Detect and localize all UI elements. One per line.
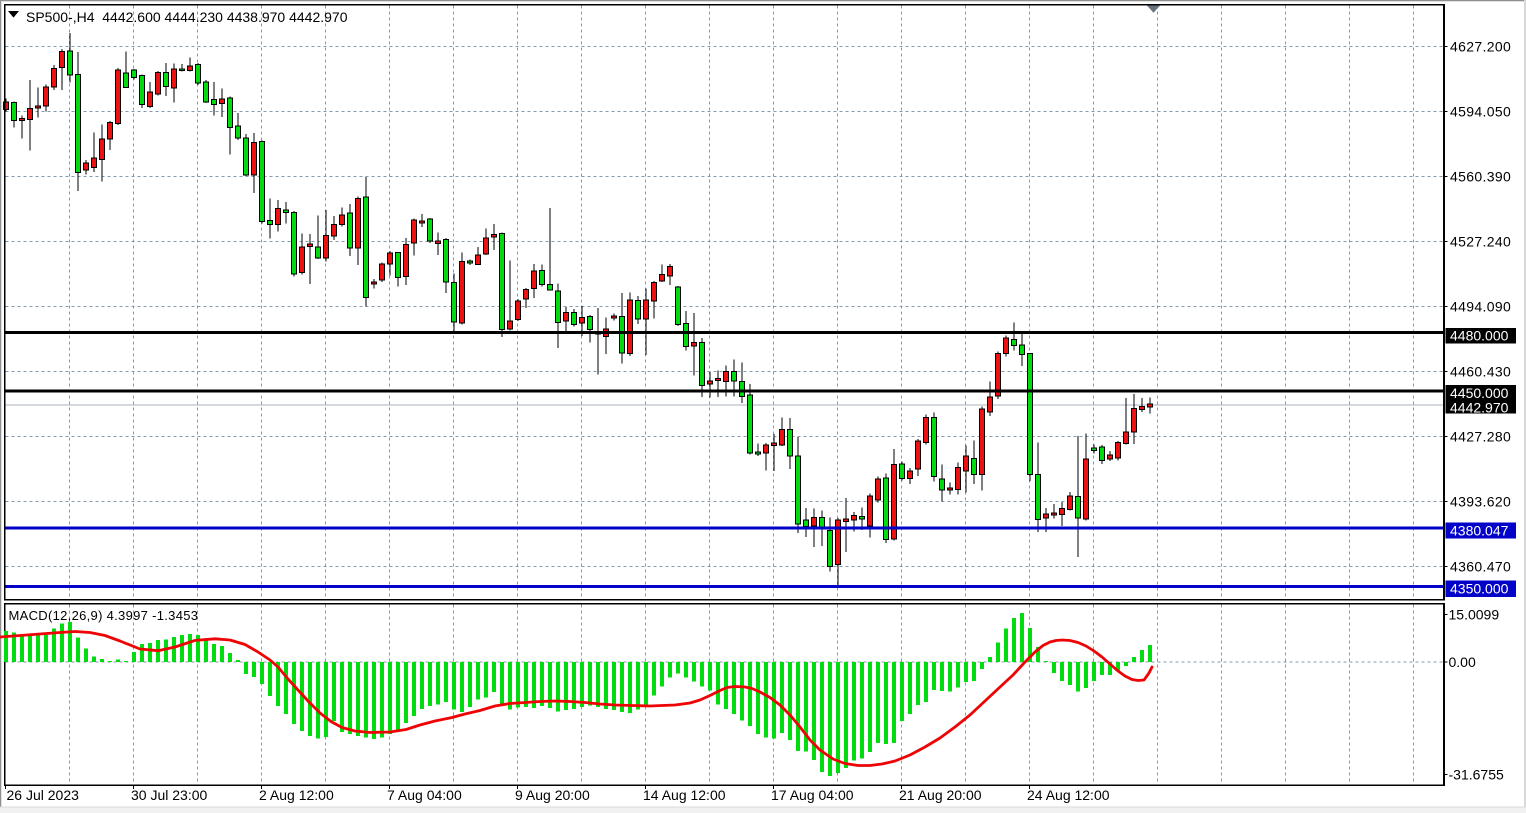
- svg-text:17 Aug 04:00: 17 Aug 04:00: [771, 787, 854, 803]
- svg-text:4594.050: 4594.050: [1450, 104, 1511, 120]
- svg-text:0.00: 0.00: [1449, 654, 1476, 670]
- svg-text:21 Aug 20:00: 21 Aug 20:00: [899, 787, 982, 803]
- svg-text:4460.430: 4460.430: [1450, 364, 1511, 380]
- svg-text:4393.620: 4393.620: [1450, 494, 1511, 510]
- svg-text:2 Aug 12:00: 2 Aug 12:00: [259, 787, 334, 803]
- svg-text:9 Aug 20:00: 9 Aug 20:00: [515, 787, 590, 803]
- svg-text:4480.000: 4480.000: [1450, 328, 1509, 344]
- svg-text:4427.280: 4427.280: [1450, 429, 1511, 445]
- svg-text:4494.090: 4494.090: [1450, 299, 1511, 315]
- svg-text:4360.470: 4360.470: [1450, 559, 1511, 575]
- svg-text:7 Aug 04:00: 7 Aug 04:00: [387, 787, 462, 803]
- svg-text:14 Aug 12:00: 14 Aug 12:00: [643, 787, 726, 803]
- svg-text:-31.6755: -31.6755: [1449, 767, 1504, 783]
- svg-text:30 Jul 23:00: 30 Jul 23:00: [131, 787, 207, 803]
- svg-text:4450.000: 4450.000: [1450, 385, 1509, 401]
- svg-text:MACD(12,26,9) 4.3997 -1.3453: MACD(12,26,9) 4.3997 -1.3453: [9, 608, 199, 623]
- svg-text:4627.200: 4627.200: [1450, 39, 1511, 55]
- svg-text:15.0099: 15.0099: [1449, 607, 1500, 623]
- svg-text:4560.390: 4560.390: [1450, 169, 1511, 185]
- svg-text:4380.047: 4380.047: [1450, 522, 1509, 538]
- svg-text:26 Jul 2023: 26 Jul 2023: [7, 787, 80, 803]
- svg-text:24 Aug 12:00: 24 Aug 12:00: [1027, 787, 1110, 803]
- svg-text:4350.000: 4350.000: [1450, 581, 1509, 597]
- svg-text:SP500-,H4 4442.600 4444.230 4: SP500-,H4 4442.600 4444.230 4438.970 444…: [26, 9, 348, 25]
- svg-text:4527.240: 4527.240: [1450, 234, 1511, 250]
- svg-text:4442.970: 4442.970: [1450, 399, 1509, 415]
